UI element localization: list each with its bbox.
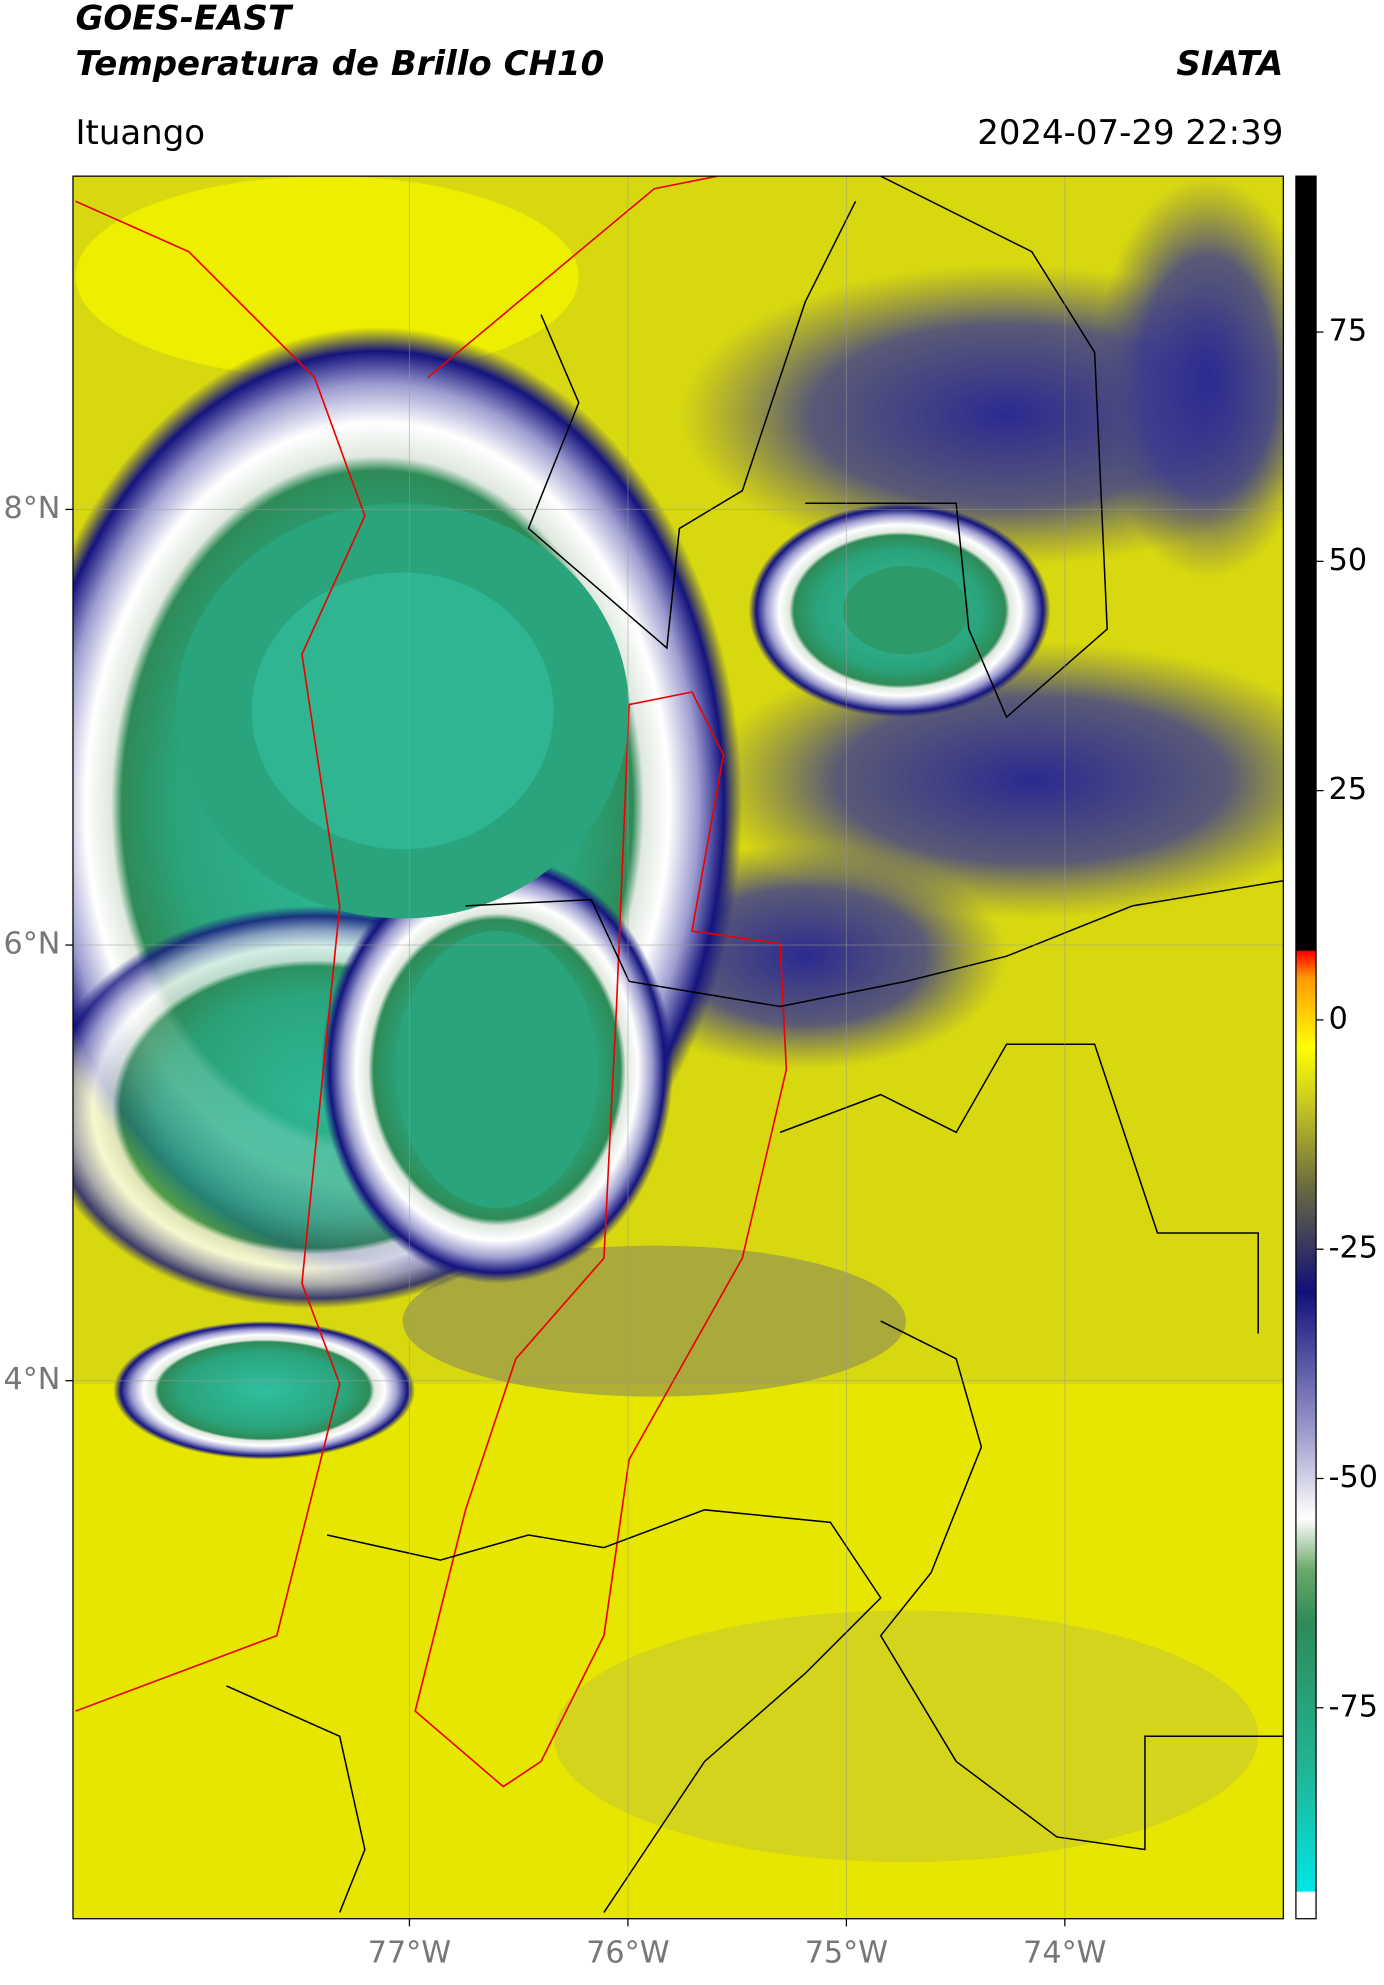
x-tick-label: 77°W — [368, 1935, 451, 1970]
x-tick-label: 76°W — [586, 1935, 669, 1970]
organization: SIATA — [1176, 44, 1283, 84]
subtitle: Temperatura de Brillo CH10 — [75, 44, 604, 84]
colorbar-tick-label: -25 — [1329, 1231, 1378, 1266]
colorbar-tick-label: -75 — [1329, 1689, 1378, 1724]
y-tick-label: 6°N — [4, 927, 61, 962]
datetime: 2024-07-29 22:39 — [977, 113, 1283, 153]
title: GOES-EAST — [75, 0, 293, 39]
y-tick-label: 8°N — [4, 491, 61, 526]
colorbar-tick-label: 25 — [1329, 772, 1367, 807]
colorbar — [1295, 175, 1317, 1920]
x-tick-label: 74°W — [1023, 1935, 1106, 1970]
colorbar-tick-label: 0 — [1329, 1001, 1348, 1036]
map-frame — [72, 175, 1284, 1920]
y-tick-label: 4°N — [4, 1362, 61, 1397]
location: Ituango — [75, 113, 205, 153]
satellite-image — [72, 176, 1284, 1919]
colorbar-tick-label: 75 — [1329, 314, 1367, 349]
colorbar-tick-label: 50 — [1329, 543, 1367, 578]
colorbar-tick-label: -50 — [1329, 1460, 1378, 1495]
x-tick-label: 75°W — [805, 1935, 888, 1970]
